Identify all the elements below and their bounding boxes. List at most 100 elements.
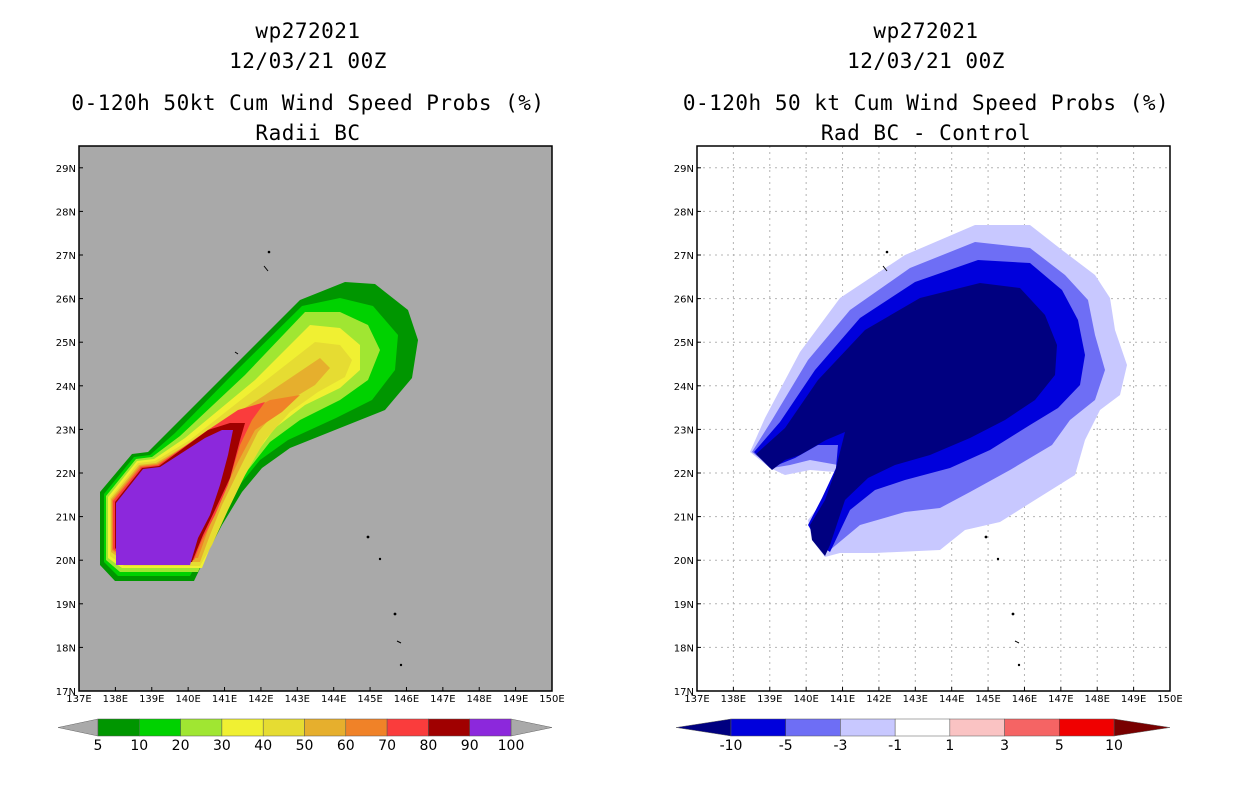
right-chart-subtitle: Rad BC - Control <box>820 121 1032 145</box>
x-tick-label: 150E <box>1157 694 1182 705</box>
colorbar-swatch <box>262 718 305 737</box>
x-tick-label: 142E <box>866 694 891 705</box>
x-tick-label: 149E <box>1121 694 1146 705</box>
colorbar-over-triangle <box>510 718 553 737</box>
y-tick-label: 19N <box>674 600 694 611</box>
colorbar-label: 80 <box>419 738 437 754</box>
colorbar-swatch <box>785 718 841 737</box>
y-tick-label: 21N <box>674 513 694 524</box>
left-storm-id: wp272021 <box>255 19 361 43</box>
y-tick-label: 20N <box>674 556 694 567</box>
right-plot-frame <box>696 145 1171 692</box>
colorbar-swatch <box>139 718 181 737</box>
colorbar-swatch <box>97 718 140 737</box>
left-chart-title: 0-120h 50kt Cum Wind Speed Probs (%) <box>71 91 545 115</box>
right-chart-title: 0-120h 50 kt Cum Wind Speed Probs (%) <box>682 91 1170 115</box>
colorbar-label: 5 <box>1055 738 1064 754</box>
left-chart-subtitle: Radii BC <box>255 121 361 145</box>
y-tick-label: 18N <box>56 643 76 654</box>
right-x-axis: 137E 138E 139E 140E 141E 142E 143E 144E 145E 146E… <box>684 687 1183 705</box>
x-tick-label: 137E <box>66 694 91 705</box>
x-tick-label: 137E <box>684 694 709 705</box>
colorbar-swatch <box>345 718 388 737</box>
right-datetime: 12/03/21 00Z <box>847 49 1005 73</box>
colorbar-over-triangle <box>1113 718 1171 737</box>
y-tick-label: 27N <box>674 251 694 262</box>
y-tick-label: 17N <box>674 687 694 698</box>
right-islands <box>882 250 1021 667</box>
x-tick-label: 149E <box>503 694 528 705</box>
colorbar-label: 70 <box>378 738 396 754</box>
y-tick-label: 24N <box>674 382 694 393</box>
y-tick-label: 20N <box>56 556 76 567</box>
x-tick-label: 148E <box>1085 694 1110 705</box>
x-tick-label: 144E <box>321 694 346 705</box>
x-tick-label: 147E <box>430 694 455 705</box>
y-tick-label: 22N <box>56 469 76 480</box>
colorbar-label: 1 <box>945 738 954 754</box>
left-plot-frame <box>78 145 553 692</box>
y-tick-label: 17N <box>56 687 76 698</box>
y-tick-label: 26N <box>674 295 694 306</box>
colorbar-label: 10 <box>1105 738 1123 754</box>
colorbar-swatch <box>469 718 512 737</box>
left-contour-90 <box>116 430 233 565</box>
x-tick-label: 146E <box>1012 694 1037 705</box>
colorbar-label: 30 <box>213 738 231 754</box>
colorbar-swatch <box>730 718 786 737</box>
x-tick-label: 147E <box>1048 694 1073 705</box>
left-islands <box>234 250 403 667</box>
y-tick-label: 22N <box>674 469 694 480</box>
colorbar-label: 40 <box>254 738 272 754</box>
y-tick-label: 25N <box>56 338 76 349</box>
colorbar-swatch <box>386 718 429 737</box>
colorbar-swatch <box>180 718 223 737</box>
colorbar-swatch <box>1004 718 1060 737</box>
right-map-panel: 137E 138E 139E 140E 141E 142E 143E 144E 145E 146E… <box>674 145 1183 754</box>
y-tick-label: 28N <box>674 207 694 218</box>
y-tick-label: 28N <box>56 207 76 218</box>
colorbar-label: -1 <box>888 738 902 754</box>
colorbar-swatch <box>1059 718 1115 737</box>
x-tick-label: 140E <box>793 694 818 705</box>
left-colorbar: 5 10 20 30 40 50 60 70 80 90 100 <box>57 718 553 754</box>
y-tick-label: 23N <box>674 425 694 436</box>
x-tick-label: 142E <box>248 694 273 705</box>
colorbar-swatch <box>304 718 347 737</box>
x-tick-label: 148E <box>467 694 492 705</box>
right-panel-titles: wp272021 12/03/21 00Z 0-120h 50 kt Cum W… <box>676 16 1176 148</box>
right-y-axis: 17N 18N 19N 20N 21N 22N 23N 24N 25N 26N 27N 28N 29N <box>674 164 701 698</box>
colorbar-label: -10 <box>720 738 743 754</box>
right-contour-minus10 <box>756 283 1057 556</box>
colorbar-label: 90 <box>461 738 479 754</box>
colorbar-swatch <box>221 718 264 737</box>
x-tick-label: 138E <box>103 694 128 705</box>
left-y-axis: 17N 18N 19N 20N 21N 22N 23N 24N 25N 26N 27N 28N 29N <box>56 164 83 698</box>
left-datetime: 12/03/21 00Z <box>229 49 387 73</box>
y-tick-label: 27N <box>56 251 76 262</box>
x-tick-label: 138E <box>721 694 746 705</box>
y-tick-label: 23N <box>56 425 76 436</box>
x-tick-label: 146E <box>394 694 419 705</box>
x-tick-label: 139E <box>757 694 782 705</box>
y-tick-label: 19N <box>56 600 76 611</box>
left-map-panel: 137E 138E 139E 140E 141E 142E 143E 144E 145E 146E… <box>56 145 565 754</box>
colorbar-label: 10 <box>130 738 148 754</box>
left-panel-titles: wp272021 12/03/21 00Z 0-120h 50kt Cum Wi… <box>58 16 558 148</box>
colorbar-label: 3 <box>1000 738 1009 754</box>
left-x-axis: 137E 138E 139E 140E 141E 142E 143E 144E 145E 146E… <box>66 687 565 705</box>
x-tick-label: 143E <box>285 694 310 705</box>
colorbar-label: 100 <box>498 738 525 754</box>
x-tick-label: 143E <box>903 694 928 705</box>
colorbar-label: 50 <box>296 738 314 754</box>
colorbar-label: -3 <box>833 738 847 754</box>
colorbar-under-triangle <box>675 718 732 737</box>
x-tick-label: 150E <box>539 694 564 705</box>
colorbar-label: 60 <box>337 738 355 754</box>
y-tick-label: 24N <box>56 382 76 393</box>
x-tick-label: 141E <box>212 694 237 705</box>
colorbar-label: -5 <box>779 738 793 754</box>
right-colorbar: -10 -5 -3 -1 1 3 5 10 <box>675 718 1171 754</box>
y-tick-label: 25N <box>674 338 694 349</box>
